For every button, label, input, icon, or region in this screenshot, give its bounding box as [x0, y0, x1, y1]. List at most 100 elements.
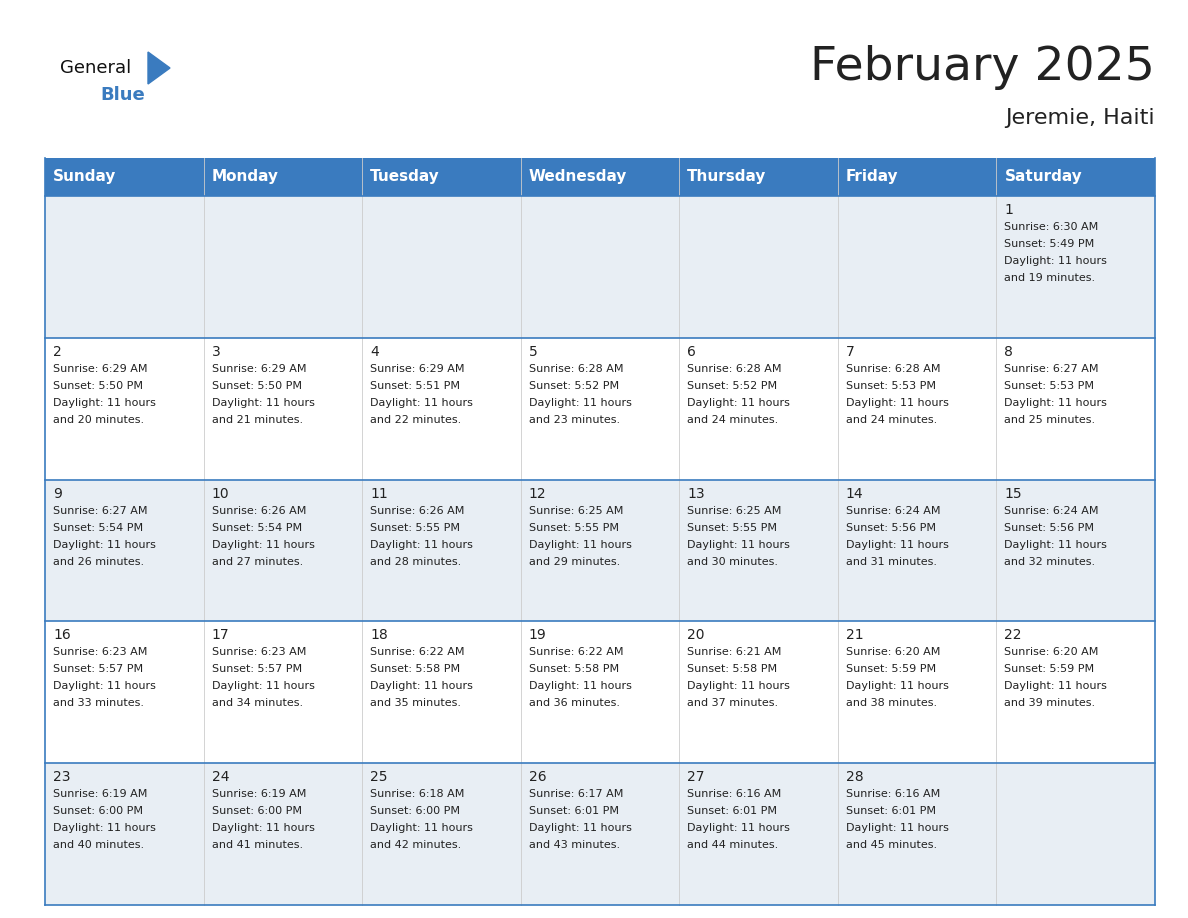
Text: Sunrise: 6:20 AM: Sunrise: 6:20 AM — [1004, 647, 1099, 657]
Text: Daylight: 11 hours: Daylight: 11 hours — [1004, 540, 1107, 550]
Text: Sunday: Sunday — [53, 170, 116, 185]
Text: 20: 20 — [688, 629, 704, 643]
Text: Sunrise: 6:24 AM: Sunrise: 6:24 AM — [1004, 506, 1099, 516]
Text: Saturday: Saturday — [1004, 170, 1082, 185]
Text: Friday: Friday — [846, 170, 898, 185]
Text: 12: 12 — [529, 487, 546, 500]
Text: Sunset: 5:49 PM: Sunset: 5:49 PM — [1004, 239, 1094, 249]
Text: Sunrise: 6:22 AM: Sunrise: 6:22 AM — [529, 647, 624, 657]
Text: Sunrise: 6:17 AM: Sunrise: 6:17 AM — [529, 789, 623, 800]
Text: Sunrise: 6:21 AM: Sunrise: 6:21 AM — [688, 647, 782, 657]
Text: and 19 minutes.: and 19 minutes. — [1004, 273, 1095, 283]
Text: Sunset: 5:55 PM: Sunset: 5:55 PM — [688, 522, 777, 532]
Text: Sunrise: 6:23 AM: Sunrise: 6:23 AM — [53, 647, 147, 657]
Text: Sunrise: 6:16 AM: Sunrise: 6:16 AM — [846, 789, 940, 800]
Text: and 25 minutes.: and 25 minutes. — [1004, 415, 1095, 425]
Text: Daylight: 11 hours: Daylight: 11 hours — [846, 540, 949, 550]
Text: Thursday: Thursday — [688, 170, 766, 185]
Text: Daylight: 11 hours: Daylight: 11 hours — [529, 823, 632, 834]
Text: 2: 2 — [53, 345, 62, 359]
Text: Daylight: 11 hours: Daylight: 11 hours — [371, 540, 473, 550]
Polygon shape — [148, 52, 170, 84]
Text: Jeremie, Haiti: Jeremie, Haiti — [1005, 108, 1155, 128]
Text: Sunrise: 6:23 AM: Sunrise: 6:23 AM — [211, 647, 307, 657]
Text: Sunrise: 6:29 AM: Sunrise: 6:29 AM — [211, 364, 307, 374]
Text: Sunrise: 6:19 AM: Sunrise: 6:19 AM — [53, 789, 147, 800]
Text: 3: 3 — [211, 345, 220, 359]
Text: 13: 13 — [688, 487, 704, 500]
Text: Daylight: 11 hours: Daylight: 11 hours — [846, 397, 949, 408]
Text: Sunrise: 6:30 AM: Sunrise: 6:30 AM — [1004, 222, 1099, 232]
Text: and 39 minutes.: and 39 minutes. — [1004, 699, 1095, 709]
Text: 28: 28 — [846, 770, 864, 784]
Text: Sunset: 5:56 PM: Sunset: 5:56 PM — [846, 522, 936, 532]
Text: General: General — [61, 59, 131, 77]
Text: Sunset: 5:51 PM: Sunset: 5:51 PM — [371, 381, 460, 391]
Text: Sunrise: 6:27 AM: Sunrise: 6:27 AM — [1004, 364, 1099, 374]
Text: Sunset: 5:54 PM: Sunset: 5:54 PM — [211, 522, 302, 532]
Text: 15: 15 — [1004, 487, 1022, 500]
Text: Sunset: 5:53 PM: Sunset: 5:53 PM — [846, 381, 936, 391]
Text: Sunrise: 6:28 AM: Sunrise: 6:28 AM — [688, 364, 782, 374]
Text: Daylight: 11 hours: Daylight: 11 hours — [688, 681, 790, 691]
Text: Sunset: 5:57 PM: Sunset: 5:57 PM — [211, 665, 302, 675]
Text: Sunrise: 6:26 AM: Sunrise: 6:26 AM — [371, 506, 465, 516]
Text: Daylight: 11 hours: Daylight: 11 hours — [371, 397, 473, 408]
Text: 19: 19 — [529, 629, 546, 643]
Text: and 38 minutes.: and 38 minutes. — [846, 699, 937, 709]
Text: and 23 minutes.: and 23 minutes. — [529, 415, 620, 425]
Text: Sunset: 6:01 PM: Sunset: 6:01 PM — [846, 806, 936, 816]
Text: Monday: Monday — [211, 170, 278, 185]
Text: 25: 25 — [371, 770, 387, 784]
Text: Sunrise: 6:25 AM: Sunrise: 6:25 AM — [529, 506, 623, 516]
Text: Sunrise: 6:19 AM: Sunrise: 6:19 AM — [211, 789, 307, 800]
Text: 22: 22 — [1004, 629, 1022, 643]
Text: and 21 minutes.: and 21 minutes. — [211, 415, 303, 425]
Bar — [45, 479, 1155, 621]
Bar — [45, 158, 1155, 196]
Text: Sunset: 5:58 PM: Sunset: 5:58 PM — [371, 665, 460, 675]
Text: Daylight: 11 hours: Daylight: 11 hours — [1004, 256, 1107, 266]
Text: 11: 11 — [371, 487, 388, 500]
Text: Sunrise: 6:24 AM: Sunrise: 6:24 AM — [846, 506, 941, 516]
Text: Sunrise: 6:16 AM: Sunrise: 6:16 AM — [688, 789, 782, 800]
Text: Sunset: 6:00 PM: Sunset: 6:00 PM — [53, 806, 143, 816]
Text: and 32 minutes.: and 32 minutes. — [1004, 556, 1095, 566]
Text: Daylight: 11 hours: Daylight: 11 hours — [211, 540, 315, 550]
Text: Daylight: 11 hours: Daylight: 11 hours — [53, 681, 156, 691]
Text: Daylight: 11 hours: Daylight: 11 hours — [53, 823, 156, 834]
Text: and 22 minutes.: and 22 minutes. — [371, 415, 461, 425]
Text: and 29 minutes.: and 29 minutes. — [529, 556, 620, 566]
Text: Sunset: 5:52 PM: Sunset: 5:52 PM — [529, 381, 619, 391]
Text: Sunset: 5:58 PM: Sunset: 5:58 PM — [529, 665, 619, 675]
Bar — [45, 763, 1155, 905]
Text: Sunrise: 6:28 AM: Sunrise: 6:28 AM — [846, 364, 941, 374]
Text: Daylight: 11 hours: Daylight: 11 hours — [371, 823, 473, 834]
Text: 8: 8 — [1004, 345, 1013, 359]
Text: 7: 7 — [846, 345, 854, 359]
Text: Daylight: 11 hours: Daylight: 11 hours — [371, 681, 473, 691]
Text: 5: 5 — [529, 345, 537, 359]
Text: and 26 minutes.: and 26 minutes. — [53, 556, 144, 566]
Text: and 36 minutes.: and 36 minutes. — [529, 699, 620, 709]
Text: 1: 1 — [1004, 203, 1013, 217]
Text: Sunrise: 6:22 AM: Sunrise: 6:22 AM — [371, 647, 465, 657]
Text: and 45 minutes.: and 45 minutes. — [846, 840, 937, 850]
Text: and 34 minutes.: and 34 minutes. — [211, 699, 303, 709]
Text: 9: 9 — [53, 487, 62, 500]
Bar — [45, 621, 1155, 763]
Text: 21: 21 — [846, 629, 864, 643]
Text: 10: 10 — [211, 487, 229, 500]
Text: Sunset: 6:00 PM: Sunset: 6:00 PM — [371, 806, 460, 816]
Text: Daylight: 11 hours: Daylight: 11 hours — [1004, 397, 1107, 408]
Text: 16: 16 — [53, 629, 71, 643]
Text: Sunset: 5:58 PM: Sunset: 5:58 PM — [688, 665, 777, 675]
Text: Sunrise: 6:26 AM: Sunrise: 6:26 AM — [211, 506, 307, 516]
Text: Sunset: 5:56 PM: Sunset: 5:56 PM — [1004, 522, 1094, 532]
Text: and 24 minutes.: and 24 minutes. — [846, 415, 937, 425]
Text: and 41 minutes.: and 41 minutes. — [211, 840, 303, 850]
Text: Tuesday: Tuesday — [371, 170, 440, 185]
Text: 27: 27 — [688, 770, 704, 784]
Text: Wednesday: Wednesday — [529, 170, 627, 185]
Text: and 35 minutes.: and 35 minutes. — [371, 699, 461, 709]
